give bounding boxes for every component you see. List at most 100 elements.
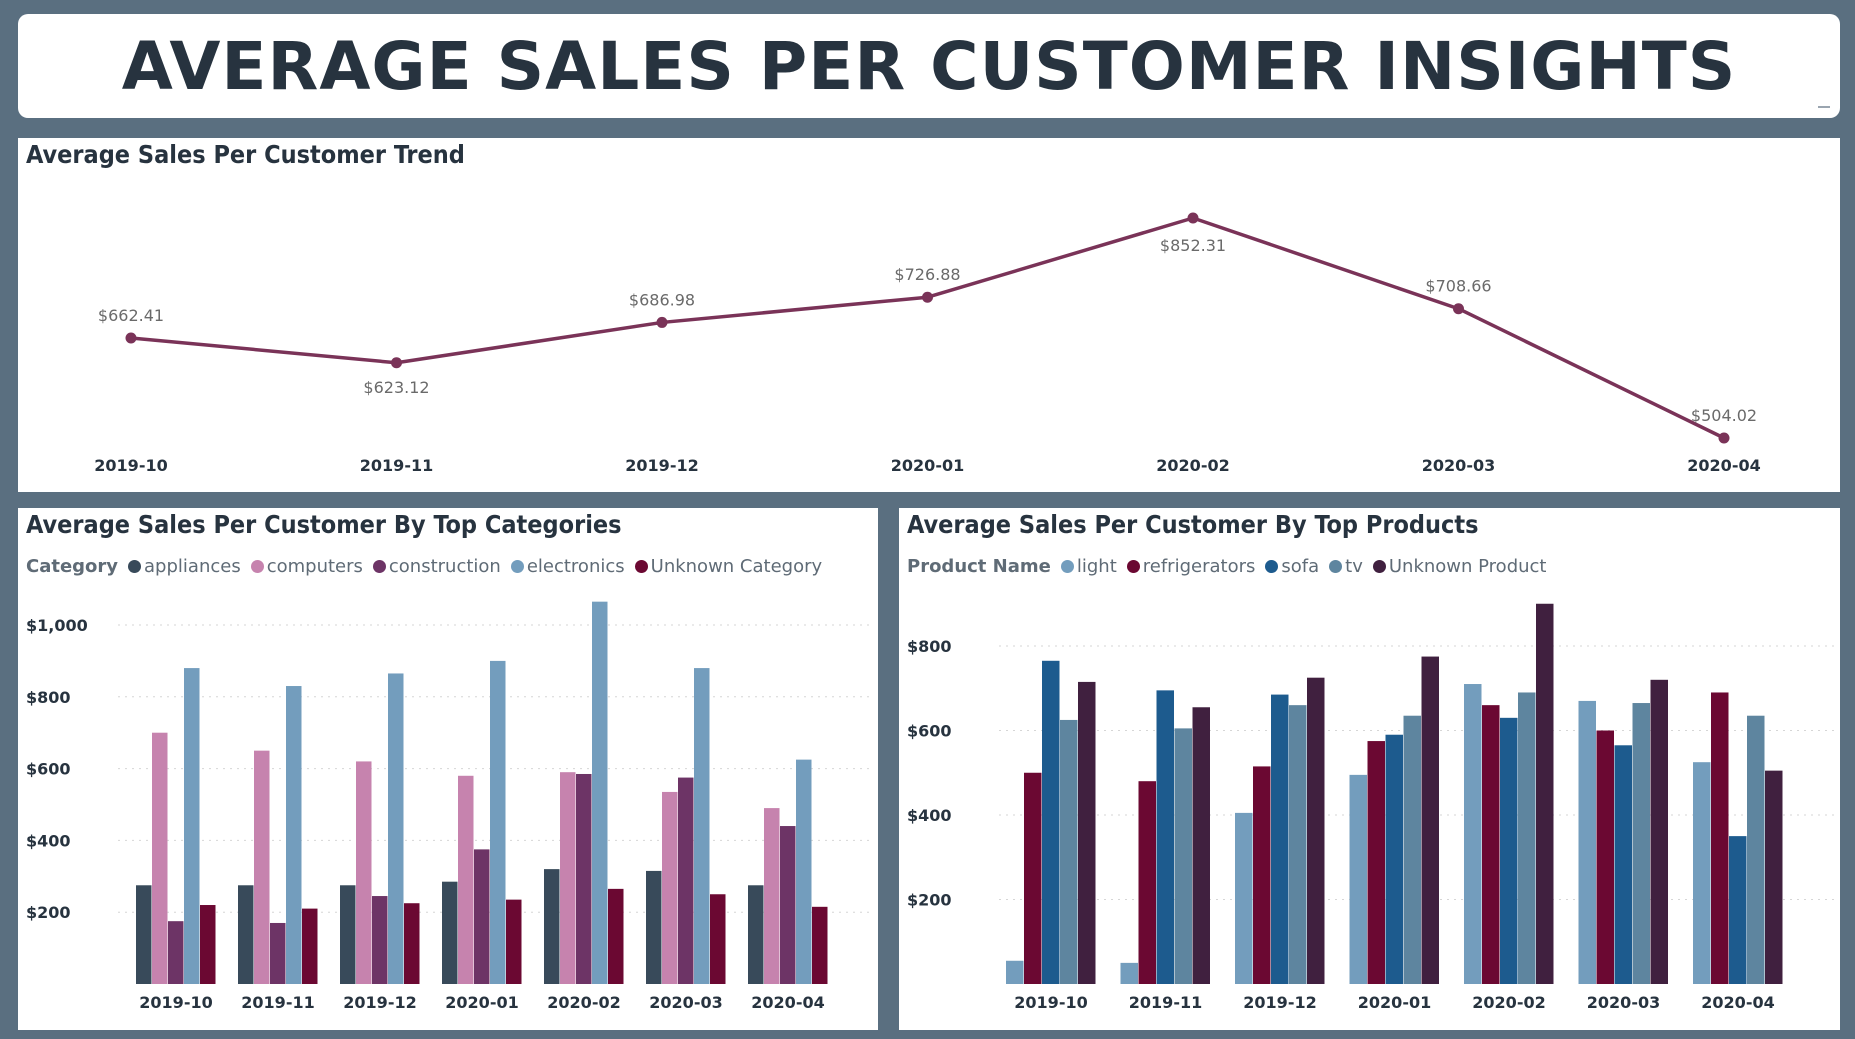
bar-unknown-category (506, 899, 522, 984)
x-tick-label: 2019-12 (1243, 993, 1316, 1012)
trend-data-label: $726.88 (894, 265, 960, 284)
bar-construction (474, 849, 490, 984)
bar-refrigerators (1138, 781, 1156, 984)
bar-unknown-category (200, 905, 216, 984)
bar-light (1693, 762, 1711, 984)
bar-unknown-product (1536, 603, 1554, 984)
trend-point (1187, 212, 1199, 224)
bar-appliances (442, 881, 458, 984)
bar-tv (1632, 703, 1650, 984)
legend-item[interactable]: Unknown Category (634, 556, 822, 577)
page-title: AVERAGE SALES PER CUSTOMER INSIGHTS (121, 28, 1737, 105)
bar-unknown-product (1192, 707, 1210, 984)
legend-dot-icon (1329, 560, 1343, 573)
bar-unknown-category (404, 903, 420, 984)
bar-electronics (184, 668, 200, 984)
legend-label: tv (1345, 556, 1363, 577)
legend-label: computers (266, 556, 363, 577)
bar-tv (1403, 715, 1421, 984)
bar-unknown-category (812, 906, 828, 984)
bar-tv (1289, 705, 1307, 984)
trend-x-tick-label: 2019-12 (625, 456, 698, 475)
legend-item[interactable]: Unknown Product (1372, 556, 1546, 577)
category-legend: Category appliances computers construction… (26, 556, 832, 577)
bar-electronics (796, 759, 812, 984)
legend-item[interactable]: electronics (510, 556, 625, 577)
trend-data-label: $662.41 (98, 306, 164, 325)
legend-item[interactable]: light (1060, 556, 1117, 577)
y-tick-label: $200 (907, 891, 952, 910)
legend-item[interactable]: computers (250, 556, 363, 577)
trend-point (1718, 432, 1730, 444)
trend-line (130, 216, 1725, 440)
y-tick-label: $600 (907, 722, 952, 741)
legend-label: appliances (144, 556, 241, 577)
bar-computers (662, 791, 678, 984)
x-tick-label: 2019-10 (139, 993, 212, 1012)
bar-unknown-product (1765, 770, 1783, 984)
legend-dot-icon (1060, 560, 1074, 573)
x-tick-label: 2019-12 (343, 993, 416, 1012)
bar-electronics (694, 668, 710, 984)
x-tick-label: 2020-01 (1358, 993, 1431, 1012)
x-tick-label: 2019-10 (1014, 993, 1087, 1012)
product-legend-title: Product Name (907, 556, 1051, 577)
bar-construction (780, 826, 796, 984)
trend-x-tick-label: 2019-10 (94, 456, 167, 475)
bar-appliances (136, 885, 152, 984)
trend-data-label: $504.02 (1691, 406, 1757, 425)
legend-item[interactable]: tv (1329, 556, 1363, 577)
bar-construction (270, 922, 286, 984)
bar-appliances (748, 885, 764, 984)
product-chart-title: Average Sales Per Customer By Top Produc… (907, 510, 1479, 539)
product-chart-panel: Average Sales Per Customer By Top Produc… (899, 508, 1840, 1030)
x-tick-label: 2020-03 (649, 993, 722, 1012)
bar-computers (560, 772, 576, 984)
legend-label: sofa (1281, 556, 1320, 577)
bar-computers (764, 808, 780, 984)
bar-computers (254, 750, 270, 984)
bar-unknown-category (302, 908, 318, 984)
bar-light (1578, 700, 1596, 984)
bar-tv (1060, 719, 1078, 984)
trend-x-tick-label: 2020-04 (1687, 456, 1760, 475)
legend-item[interactable]: sofa (1265, 556, 1319, 577)
y-tick-label: $200 (26, 903, 71, 922)
product-bar-chart: $200 $400 $600 $800 2019-10 2019-11 2019-12 202… (907, 603, 1834, 1012)
bar-light (1006, 960, 1024, 984)
legend-dot-icon (372, 560, 386, 573)
bar-sofa (1042, 660, 1060, 984)
bar-appliances (646, 870, 662, 984)
bar-refrigerators (1367, 741, 1385, 984)
trend-data-label: $708.66 (1425, 277, 1491, 296)
category-chart-panel: Average Sales Per Customer By Top Catego… (18, 508, 878, 1030)
bar-refrigerators (1024, 772, 1042, 984)
legend-label: light (1076, 556, 1117, 577)
legend-item[interactable]: construction (372, 556, 501, 577)
bar-tv (1747, 715, 1765, 984)
legend-item[interactable]: appliances (128, 556, 241, 577)
trend-point (391, 357, 402, 369)
bar-sofa (1500, 717, 1518, 984)
bar-unknown-product (1078, 681, 1096, 984)
bar-light (1235, 812, 1253, 984)
bar-computers (356, 761, 372, 984)
trend-data-label: $852.31 (1160, 236, 1226, 255)
legend-item[interactable]: refrigerators (1126, 556, 1255, 577)
bar-unknown-product (1650, 679, 1668, 984)
legend-label: construction (388, 556, 501, 577)
y-tick-label: $1,000 (26, 616, 88, 635)
bar-electronics (388, 673, 404, 984)
trend-data-label: $623.12 (363, 378, 429, 397)
x-tick-label: 2020-01 (445, 993, 518, 1012)
legend-dot-icon (1126, 560, 1140, 573)
bar-unknown-category (608, 888, 624, 984)
bar-light (1464, 684, 1482, 984)
bar-electronics (490, 660, 506, 984)
category-chart-title: Average Sales Per Customer By Top Catego… (26, 510, 622, 539)
resize-handle-icon[interactable] (1818, 106, 1830, 108)
bar-refrigerators (1482, 705, 1500, 984)
trend-data-label: $686.98 (629, 290, 695, 309)
bar-tv (1518, 692, 1536, 984)
category-bar-chart: $200 $400 $600 $800 $1,000 2019-10 2019-11 2019… (26, 601, 873, 1012)
